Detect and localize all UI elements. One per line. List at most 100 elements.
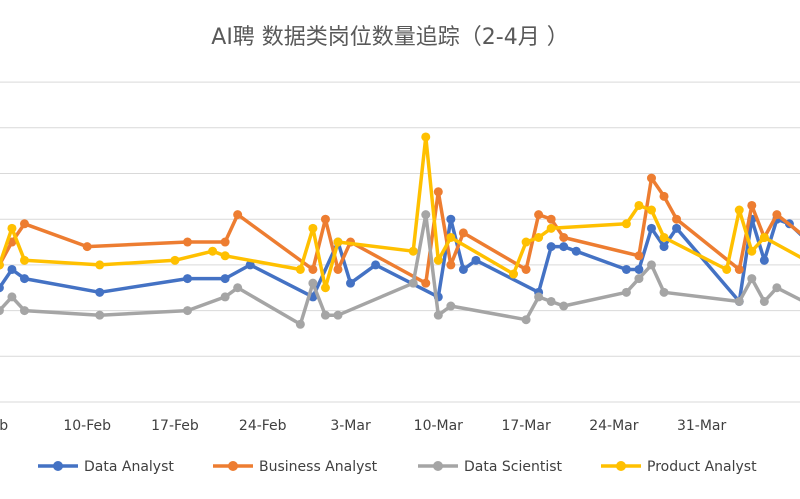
- data-point: [621, 264, 631, 274]
- gridlines: [0, 81, 800, 403]
- data-point: [220, 292, 230, 302]
- data-point: [183, 237, 192, 247]
- data-point: [659, 242, 669, 252]
- data-point: [295, 264, 305, 274]
- data-point: [772, 210, 782, 220]
- data-point: [0, 306, 4, 316]
- data-point: [672, 223, 682, 233]
- legend-label: Data Scientist: [464, 459, 563, 475]
- data-point: [634, 200, 644, 210]
- data-point: [320, 214, 330, 224]
- data-point: [722, 264, 732, 274]
- data-point: [371, 260, 381, 270]
- data-point: [471, 255, 481, 265]
- data-point: [183, 274, 192, 284]
- data-point: [208, 246, 218, 256]
- data-point: [559, 301, 569, 311]
- data-point: [659, 232, 669, 242]
- x-tick-label: 17-Feb: [151, 418, 199, 434]
- data-point: [546, 223, 556, 233]
- data-point: [759, 232, 769, 242]
- data-point: [634, 251, 644, 261]
- data-point: [646, 260, 656, 270]
- data-point: [333, 237, 343, 247]
- data-point: [559, 242, 569, 252]
- x-tick-label: 31-Mar: [677, 418, 727, 434]
- data-point: [559, 232, 569, 242]
- legend-marker: [616, 461, 626, 471]
- data-point: [308, 264, 318, 274]
- data-point: [659, 191, 669, 201]
- legend-item: Product Analyst: [601, 459, 757, 475]
- data-point: [7, 264, 17, 274]
- data-point: [747, 246, 757, 256]
- data-point: [19, 219, 29, 229]
- data-point: [521, 315, 531, 325]
- data-point: [220, 274, 230, 284]
- data-point: [95, 310, 105, 320]
- legend-item: Data Scientist: [418, 459, 563, 475]
- data-point: [19, 306, 29, 316]
- data-point: [521, 237, 531, 247]
- data-point: [433, 255, 443, 265]
- data-point: [7, 292, 17, 302]
- data-point: [446, 214, 456, 224]
- series-business-analyst: [0, 173, 800, 288]
- data-point: [220, 251, 230, 261]
- legend-marker: [53, 461, 63, 471]
- data-point: [7, 223, 17, 233]
- legend: Data Analyst Business Analyst Data Scienti…: [38, 459, 757, 475]
- data-point: [0, 283, 4, 293]
- data-point: [672, 214, 682, 224]
- data-point: [621, 287, 631, 297]
- data-point: [747, 274, 757, 284]
- data-point: [534, 292, 544, 302]
- data-point: [170, 255, 180, 265]
- data-point: [421, 210, 431, 220]
- data-point: [734, 296, 744, 306]
- data-point: [759, 296, 769, 306]
- data-point: [646, 205, 656, 215]
- data-point: [458, 264, 468, 274]
- legend-marker: [228, 461, 238, 471]
- data-point: [734, 264, 744, 274]
- data-point: [82, 242, 92, 252]
- data-point: [634, 264, 644, 274]
- x-tick-label: 24-Mar: [589, 418, 639, 434]
- data-point: [233, 210, 243, 220]
- data-point: [621, 219, 631, 229]
- legend-label: Product Analyst: [647, 459, 757, 475]
- data-point: [458, 228, 468, 238]
- data-point: [183, 306, 192, 316]
- legend-marker: [433, 461, 443, 471]
- data-point: [646, 223, 656, 233]
- data-point: [446, 232, 456, 242]
- legend-label: Business Analyst: [259, 459, 378, 475]
- data-point: [320, 283, 330, 293]
- data-point: [446, 260, 456, 270]
- data-point: [220, 237, 230, 247]
- legend-item: Business Analyst: [213, 459, 378, 475]
- x-tick-label: 10-Mar: [414, 418, 464, 434]
- data-point: [534, 210, 544, 220]
- x-axis-ticks: eb 10-Feb 17-Feb 24-Feb 3-Mar 10-Mar 17-Mar 24-…: [0, 418, 727, 434]
- data-point: [521, 264, 531, 274]
- data-point: [509, 269, 519, 279]
- data-point: [308, 223, 318, 233]
- data-point: [346, 278, 356, 288]
- data-point: [546, 296, 556, 306]
- data-point: [245, 260, 255, 270]
- x-tick-label: 3-Mar: [330, 418, 371, 434]
- data-point: [734, 205, 744, 215]
- data-point: [19, 274, 29, 284]
- data-point: [19, 255, 29, 265]
- series-data-analyst: [0, 214, 800, 306]
- data-point: [408, 278, 418, 288]
- legend-label: Data Analyst: [84, 459, 174, 475]
- data-point: [308, 278, 318, 288]
- data-point: [333, 310, 343, 320]
- chart-title: AI聘 数据类岗位数量追踪（2-4月 ）: [211, 25, 568, 50]
- data-point: [0, 260, 4, 270]
